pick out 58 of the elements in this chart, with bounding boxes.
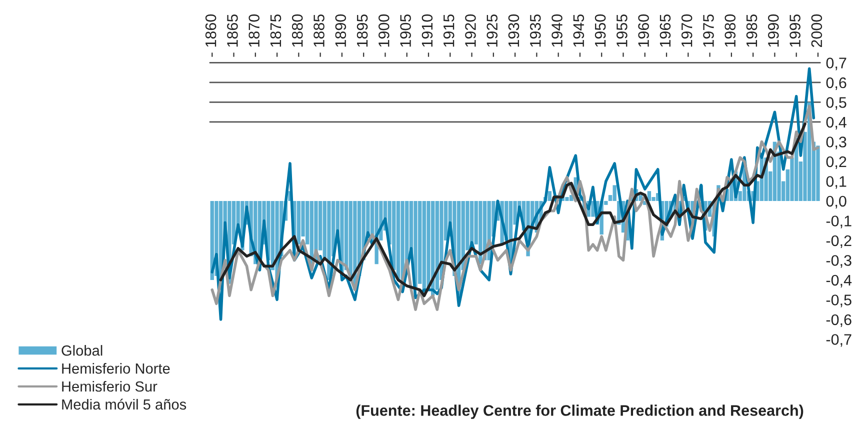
x-tick-label: 1995: [790, 14, 800, 47]
y-tick-label: 0,1: [826, 176, 846, 189]
bar: [396, 200, 400, 280]
x-tick-label: 1955: [616, 14, 628, 47]
y-tick-label: 0,5: [826, 97, 846, 110]
x-tick-label: 1870: [248, 14, 260, 47]
y-tick-label: -0,4: [826, 274, 852, 288]
x-tick-label: 1860: [205, 14, 216, 47]
x-tick-label: 1975: [703, 14, 714, 47]
x-tick-label: 1940: [552, 14, 562, 47]
y-tick-label: -0,1: [826, 216, 852, 228]
bar: [478, 200, 482, 264]
bar: [647, 191, 652, 201]
y-tick-label: -0,3: [826, 255, 852, 268]
x-tick-label: 1885: [314, 14, 324, 47]
x-tick-label: 1945: [573, 14, 584, 47]
y-tick-label: 0,3: [826, 136, 846, 150]
bar: [548, 191, 552, 201]
x-tick-label: 1980: [724, 14, 736, 47]
text: (Fuente: Headley Centre for Climate Prediction and Research): [356, 404, 804, 419]
x-tick-label: 1865: [227, 14, 238, 47]
x-tick-label: 1910: [422, 14, 433, 47]
x-tick-label: 1905: [400, 14, 411, 47]
bar: [565, 197, 569, 201]
x-tick-label: 1930: [508, 14, 520, 47]
x-tick-label: 1915: [443, 14, 454, 47]
y-tick-label: 0,0: [826, 196, 846, 208]
x-tick-label: 1920: [465, 14, 476, 47]
bar: [612, 185, 616, 201]
legend-label: Global: [62, 345, 102, 356]
x-tick-label: 1890: [335, 14, 346, 47]
x-tick-label: 1960: [638, 14, 649, 47]
y-tick-label: 0,6: [826, 77, 846, 90]
legend-label: Hemisferio Norte: [62, 363, 170, 374]
y-tick-label: -0,5: [826, 294, 852, 308]
y-tick-label: 0,7: [826, 58, 846, 70]
x-tick-label: 1990: [768, 14, 779, 47]
bar: [816, 146, 820, 201]
y-tick-label: -0,7: [826, 334, 852, 347]
x-tick-label: 1880: [292, 14, 303, 47]
y-tick-label: -0,2: [826, 235, 852, 248]
legend-label: Hemisferio Sur: [62, 380, 158, 392]
x-tick-label: 1950: [594, 14, 606, 47]
x-tick-label: 1985: [746, 14, 758, 47]
x-tick-label: 1895: [356, 14, 368, 47]
x-tick-label: 1875: [270, 14, 282, 47]
x-tick-label: 1935: [530, 14, 541, 47]
x-tick-label: 2000: [811, 14, 822, 48]
x-tick-label: 1970: [681, 14, 692, 47]
y-tick-label: 0,2: [826, 156, 846, 169]
y-tick-label: -0,6: [826, 314, 852, 327]
x-tick-label: 1900: [378, 14, 390, 47]
bar: [327, 200, 331, 280]
x-tick-label: 1925: [486, 14, 498, 47]
legend-label: Media móvil 5 años: [62, 398, 186, 410]
y-tick-label: 0,4: [826, 116, 846, 130]
x-tick-label: 1965: [660, 14, 671, 47]
line-series: [219, 122, 806, 298]
